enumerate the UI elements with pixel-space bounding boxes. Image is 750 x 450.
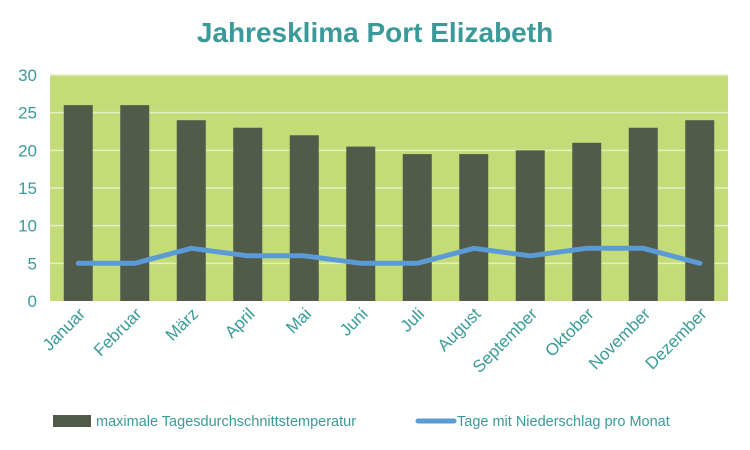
bar (515, 150, 545, 301)
y-tick-label: 5 (28, 254, 37, 273)
legend-label-temperature: maximale Tagesdurchschnittstemperatur (96, 414, 356, 430)
line-series (75, 245, 703, 266)
chart-title: Jahresklima Port Elizabeth (197, 17, 553, 48)
x-tick-label: Februar (90, 304, 146, 360)
x-axis: Januar Februar März April Mai Juni Juli AugustS… (39, 304, 711, 376)
line-path (75, 245, 703, 266)
x-tick-label: Juli (397, 304, 428, 335)
bar (572, 142, 602, 301)
x-tick-label: Oktober (541, 304, 597, 360)
bar (685, 120, 715, 301)
x-tick-label: Juni (336, 304, 371, 339)
legend: maximale Tagesdurchschnittstemperatur Tag… (53, 414, 670, 430)
x-tick-label: Januar (39, 304, 89, 354)
legend-label-rain-days: Tage mit Niederschlag pro Monat (457, 414, 670, 430)
x-tick-label: März (162, 304, 202, 344)
y-tick-label: 20 (18, 141, 37, 160)
legend-swatch-bar (53, 415, 91, 427)
bar (459, 154, 489, 301)
y-tick-label: 25 (18, 104, 37, 123)
x-tick-label: August (434, 304, 485, 355)
y-tick-label: 30 (18, 66, 37, 85)
gridlines (50, 74, 728, 265)
y-axis: 0 5 10 15 20 25 30 (18, 66, 37, 311)
bar (233, 127, 263, 301)
bar (628, 127, 658, 301)
y-tick-label: 15 (18, 179, 37, 198)
bar (120, 105, 150, 301)
bar (289, 135, 319, 301)
x-tick-label: Mai (282, 304, 315, 337)
bar (402, 154, 432, 301)
x-tick-label: Dezember (642, 304, 711, 373)
bar-series (63, 105, 715, 301)
bar (63, 105, 93, 301)
y-tick-label: 10 (18, 217, 37, 236)
bar (346, 146, 376, 301)
bar (176, 120, 206, 301)
y-tick-label: 0 (28, 292, 37, 311)
x-tick-label: April (221, 304, 258, 341)
